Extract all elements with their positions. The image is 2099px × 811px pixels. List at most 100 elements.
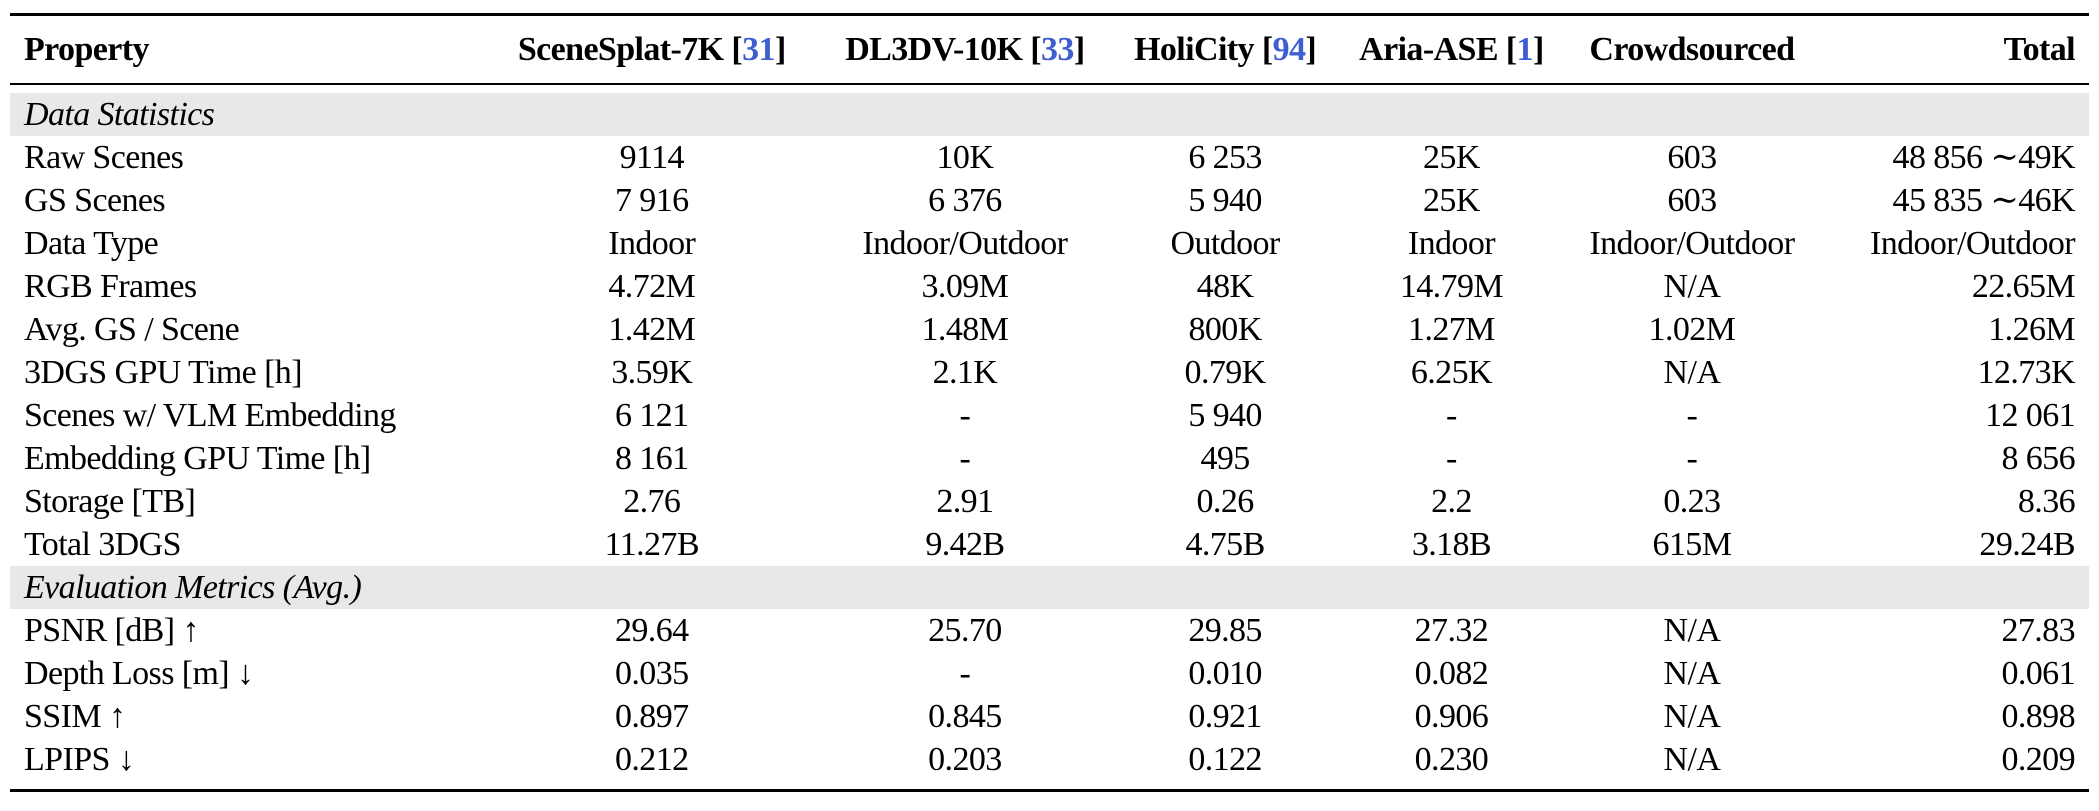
section-header-row: Data Statistics [10,93,2089,136]
table-row: Raw Scenes 9114 10K 6 253 25K 603 48 856 ∼49K [10,136,2089,179]
cell-value: Indoor/Outdoor [862,225,1068,262]
cell-value: - [959,440,971,477]
cell-value: 12 061 [1985,397,2076,434]
cell-value: 4.72M [608,268,696,305]
section-title: Evaluation Metrics (Avg.) [10,566,2089,609]
cell-value: 0.212 [615,741,689,778]
cell-value: 1.02M [1648,311,1736,348]
table-row: SSIM ↑ 0.897 0.845 0.921 0.906 N/A 0.898 [10,695,2089,738]
cell-value: 1.42M [608,311,696,348]
header-scenesplat: SceneSplat-7K [31] [517,31,786,68]
cell-value: 0.23 [1663,483,1721,520]
cell-value: 11.27B [604,526,700,563]
dataset-statistics-table: Property SceneSplat-7K [31] DL3DV-10K [3… [10,13,2089,792]
cell-value: 25.70 [928,612,1002,649]
cell-value: 25K [1423,182,1480,219]
cell-value: 8 656 [2001,440,2075,477]
cell-value: N/A [1663,268,1721,305]
cell-value: 29.85 [1188,612,1262,649]
cell-value: - [1446,397,1457,434]
cell-value: N/A [1663,698,1721,735]
cell-value: Indoor [1407,225,1496,262]
header-label: Crowdsourced [1589,31,1795,68]
cell-value: 0.203 [928,741,1002,778]
cell-value: 14.79M [1399,268,1504,305]
cell-value: 12.73K [1977,354,2076,391]
cell-value: 48K [1196,268,1254,305]
cell-value: Outdoor [1170,225,1281,262]
header-property: Property [10,15,486,85]
citation-link[interactable]: 31 [742,31,775,68]
table-row: Depth Loss [m] ↓ 0.035 - 0.010 0.082 N/A 0.061 [10,652,2089,695]
cell-value: 0.897 [615,698,689,735]
cell-value: 0.122 [1188,741,1262,778]
cell-value: 4.75B [1185,526,1265,563]
cell-value: - [1686,440,1698,477]
cell-value: 25K [1423,139,1480,176]
cell-value: 603 [1667,182,1717,219]
cell-value: 0.26 [1196,483,1255,520]
cell-value: 10K [936,139,994,176]
cell-value: N/A [1663,612,1721,649]
cell-value: 3.59K [611,354,693,391]
cell-value: 1.48M [921,311,1009,348]
header-total: Total [1819,15,2090,85]
header-aria-ase: Aria-ASE [1] [1359,31,1544,68]
table-row: RGB Frames 4.72M 3.09M 48K 14.79M N/A 22.65M [10,265,2089,308]
table-row: 3DGS GPU Time [h] 3.59K 2.1K 0.79K 6.25K N/A 1… [10,351,2089,394]
cell-value: 615M [1652,526,1732,563]
header-holicity: HoliCity [94] [1134,31,1317,68]
cell-value: 2.1K [932,354,998,391]
cell-value: 0.061 [2001,655,2075,692]
row-property: Total 3DGS [24,526,182,563]
cell-value: 0.209 [2001,741,2075,778]
table-row: Data Type Indoor Indoor/Outdoor Outdoor Indo… [10,222,2089,265]
cell-value: 0.845 [928,698,1002,735]
citation-link[interactable]: 33 [1041,31,1074,68]
cell-value: 6 121 [615,397,689,434]
row-property: Storage [TB] [24,483,196,520]
cell-value: 6 376 [928,182,1002,219]
header-label: Property [24,31,149,68]
table-row: GS Scenes 7 916 6 376 5 940 25K 603 45 835 ∼46… [10,179,2089,222]
citation-link[interactable]: 1 [1516,31,1534,68]
header-dl3dv: DL3DV-10K [33] [845,31,1085,68]
cell-value: 0.010 [1188,655,1262,692]
table-row: Avg. GS / Scene 1.42M 1.48M 800K 1.27M 1.02M 1… [10,308,2089,351]
section-header-row: Evaluation Metrics (Avg.) [10,566,2089,609]
cell-value: 29.64 [615,612,689,649]
cell-value: 8.36 [2017,483,2076,520]
section-title: Data Statistics [10,93,2089,136]
row-property: Raw Scenes [24,139,184,176]
cell-value: 1.26M [1988,311,2075,348]
cell-value: 1.27M [1408,311,1495,348]
cell-value: 2.91 [936,483,994,520]
row-property: Embedding GPU Time [h] [24,440,371,477]
header-label: Total [2003,31,2076,68]
cell-value: 29.24B [1979,526,2075,563]
cell-value: 7 916 [615,182,689,219]
cell-value: 9.42B [925,526,1005,563]
dataset-statistics-table-container: Property SceneSplat-7K [31] DL3DV-10K [3… [10,13,2089,792]
cell-value: 0.230 [1414,741,1489,778]
header-rule [10,84,2089,93]
cell-value: 3.09M [921,268,1009,305]
cell-value: 9114 [619,139,685,176]
cell-value: 3.18B [1411,526,1492,563]
header-crowdsourced: Crowdsourced [1565,15,1818,85]
header-label: DL3DV-10K [845,31,1023,68]
citation-link[interactable]: 94 [1272,31,1306,68]
cell-value: N/A [1663,741,1721,778]
cell-value: 22.65M [1971,268,2076,305]
table-row: PSNR [dB] ↑ 29.64 25.70 29.85 27.32 N/A 27.83 [10,609,2089,652]
cell-value: 6 253 [1188,139,1262,176]
cell-value: 0.906 [1414,698,1489,735]
cell-value: 5 940 [1188,397,1262,434]
header-row: Property SceneSplat-7K [31] DL3DV-10K [3… [10,14,2090,85]
header-label: Aria-ASE [1359,31,1498,68]
row-property: Scenes w/ VLM Embedding [24,397,396,434]
cell-value: - [959,655,971,692]
cell-value: 48 856 ∼49K [1892,139,2076,176]
cell-value: - [1446,440,1457,477]
cell-value: Indoor [608,225,696,262]
